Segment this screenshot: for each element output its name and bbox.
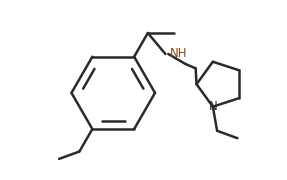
Text: NH: NH (170, 48, 187, 60)
Text: N: N (208, 100, 217, 113)
